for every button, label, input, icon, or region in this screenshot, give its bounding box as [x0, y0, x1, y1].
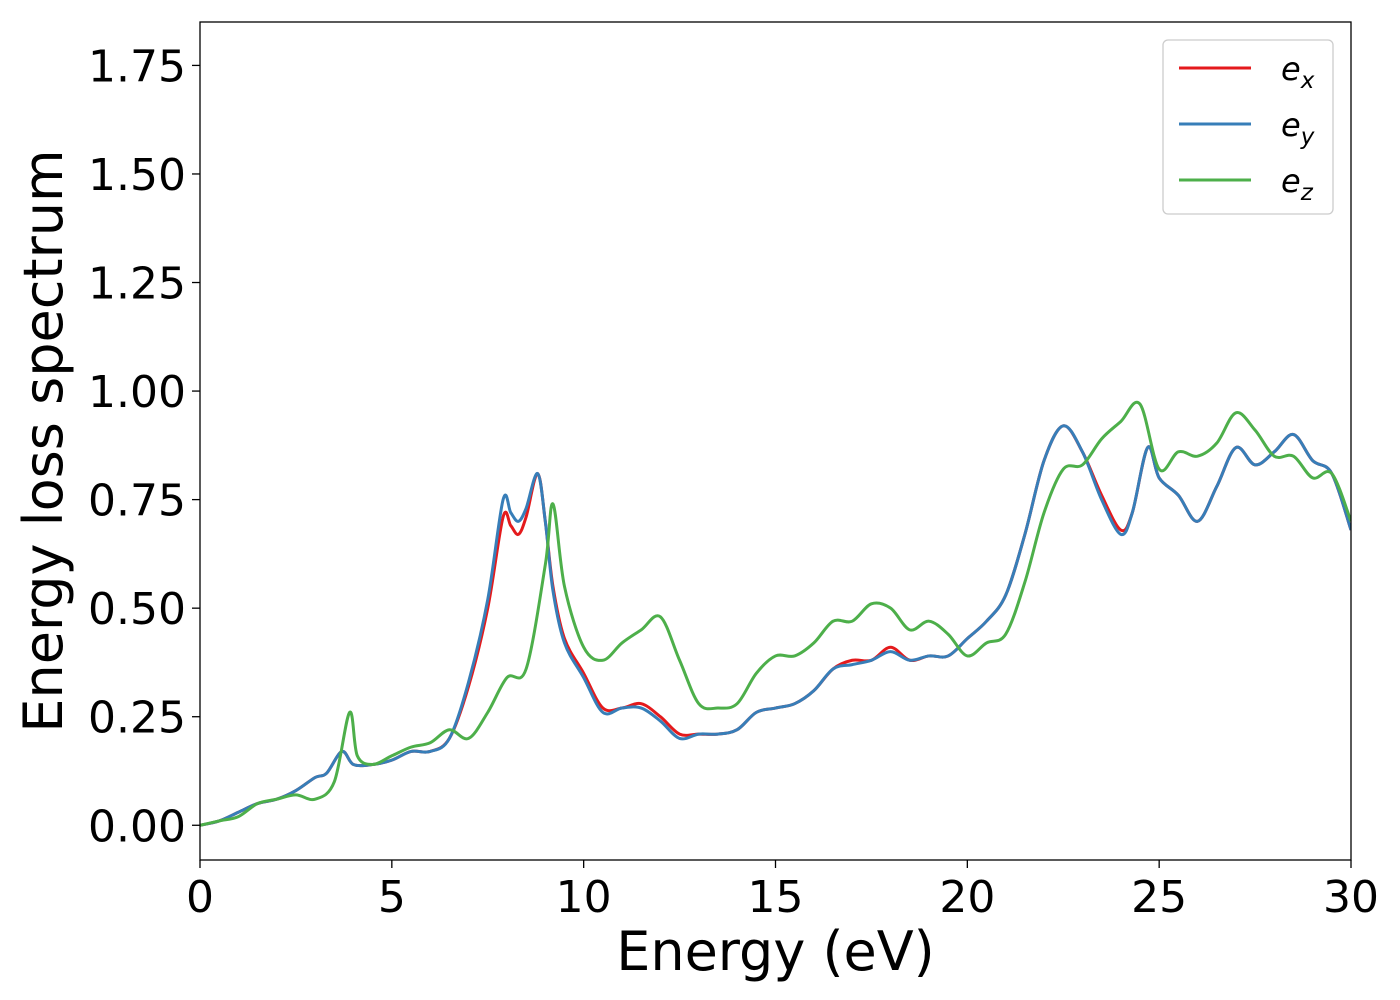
legend-label-x: ex	[1281, 50, 1315, 94]
y-tick-label: 0.25	[88, 693, 186, 744]
y-tick-label: 0.00	[88, 801, 186, 852]
y-tick-label: 1.00	[88, 367, 186, 418]
y-tick-label: 0.50	[88, 584, 186, 635]
y-tick-label: 1.25	[88, 259, 186, 310]
x-tick-label: 15	[748, 872, 804, 923]
series-line-y	[200, 424, 1351, 827]
y-tick-label: 1.50	[88, 150, 186, 201]
x-tick-label: 10	[556, 872, 612, 923]
x-tick-label: 5	[378, 872, 406, 923]
legend-box	[1162, 39, 1334, 215]
y-tick-label: 0.75	[88, 476, 186, 527]
plot-layer	[200, 400, 1351, 827]
x-tick-label: 0	[186, 872, 214, 923]
legend-label-y: ey	[1281, 106, 1315, 150]
y-tick-label: 1.75	[88, 41, 186, 92]
legend: ex ey ez	[1162, 39, 1334, 215]
x-tick-label: 20	[939, 872, 995, 923]
series-line-z	[200, 400, 1351, 827]
x-axis-label: Energy (eV)	[616, 920, 935, 983]
y-axis-label: Energy loss spectrum	[12, 149, 75, 732]
axes-layer: 0 5 10 15 20 25 30 0.00 0.25 0.50 0.75 1.00 1.25 1.50…	[88, 41, 1379, 923]
x-tick-label: 25	[1131, 872, 1187, 923]
legend-label-z: ez	[1281, 162, 1314, 206]
x-tick-label: 30	[1323, 872, 1379, 923]
